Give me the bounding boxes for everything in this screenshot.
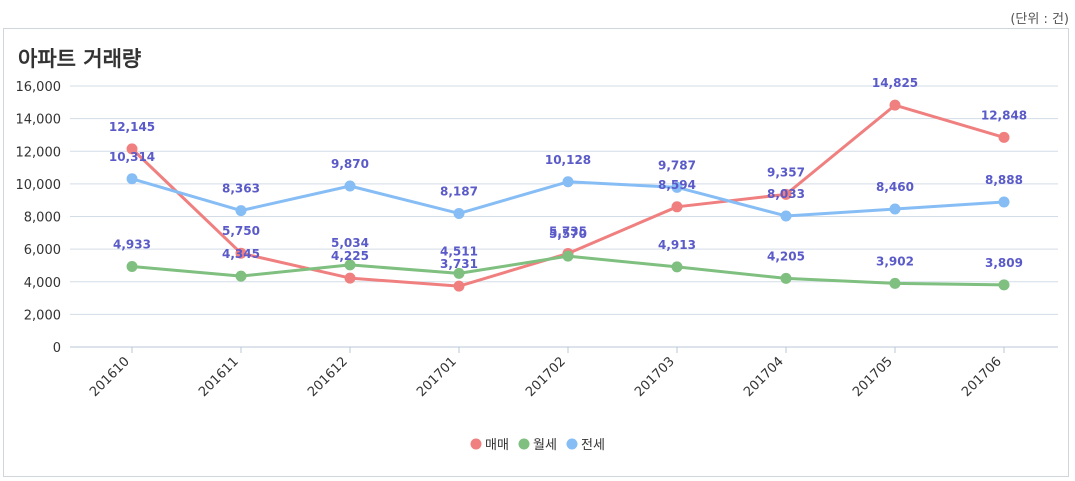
data-point xyxy=(889,203,901,215)
data-label: 5,750 xyxy=(222,224,260,238)
data-label: 5,735 xyxy=(549,224,587,238)
data-point xyxy=(671,181,683,193)
data-point xyxy=(562,250,574,262)
data-label: 10,128 xyxy=(545,153,591,167)
data-labels: 12,145 5,750 4,225 3,731 5,735 8,594 9,357 14,8… xyxy=(109,76,1027,271)
data-point xyxy=(998,131,1010,143)
data-label: 8,888 xyxy=(985,173,1023,187)
legend-label[interactable]: 전세 xyxy=(581,438,605,453)
data-label: 9,357 xyxy=(767,165,805,179)
data-label: 4,511 xyxy=(440,244,478,258)
x-tick-label: 201701 xyxy=(414,354,460,400)
data-label: 12,145 xyxy=(109,120,155,134)
y-tick-label: 12,000 xyxy=(16,145,62,160)
y-axis: 0 2,000 4,000 6,000 8,000 10,000 12,000 14,000 1… xyxy=(16,80,62,356)
x-tick-label: 201703 xyxy=(632,354,678,400)
data-point xyxy=(453,267,465,279)
unit-label: (단위 : 건) xyxy=(1010,12,1069,27)
y-tick-label: 4,000 xyxy=(24,276,61,291)
legend-marker[interactable] xyxy=(470,438,482,450)
legend-marker[interactable] xyxy=(518,438,530,450)
data-label: 4,205 xyxy=(767,249,805,263)
y-tick-label: 16,000 xyxy=(16,80,62,95)
legend-marker[interactable] xyxy=(566,438,578,450)
x-tick-label: 201612 xyxy=(305,354,351,400)
data-label: 4,933 xyxy=(113,238,151,252)
x-axis: 201610 201611 201612 201701 201702 201703 2017… xyxy=(87,347,1005,400)
x-tick-label: 201705 xyxy=(850,354,896,400)
y-tick-label: 10,000 xyxy=(16,178,62,193)
data-point xyxy=(453,280,465,292)
data-point xyxy=(235,270,247,282)
data-point xyxy=(126,261,138,273)
data-point xyxy=(780,272,792,284)
data-point xyxy=(344,272,356,284)
data-point xyxy=(780,188,792,200)
data-label: 12,848 xyxy=(981,108,1027,122)
x-tick-label: 201702 xyxy=(523,354,569,400)
data-label: 10,314 xyxy=(109,150,155,164)
data-point xyxy=(889,99,901,111)
data-point xyxy=(344,259,356,271)
y-tick-label: 8,000 xyxy=(24,211,61,226)
data-point xyxy=(235,247,247,259)
data-point xyxy=(998,279,1010,291)
data-label: 9,870 xyxy=(331,157,369,171)
x-tick-label: 201704 xyxy=(741,354,787,400)
legend-label[interactable]: 매매 xyxy=(485,438,509,453)
y-tick-label: 2,000 xyxy=(24,308,61,323)
data-label: 9,787 xyxy=(658,158,696,172)
data-label: 4,913 xyxy=(658,238,696,252)
data-point xyxy=(126,173,138,185)
data-label: 5,570 xyxy=(549,227,587,241)
data-point xyxy=(780,210,792,222)
data-point xyxy=(126,143,138,155)
data-label: 8,460 xyxy=(876,180,914,194)
y-tick-label: 14,000 xyxy=(16,113,62,128)
data-label: 8,187 xyxy=(440,184,478,198)
y-tick-label: 6,000 xyxy=(24,243,61,258)
data-point xyxy=(671,261,683,273)
grid-lines xyxy=(70,85,1058,348)
chart-title: 아파트 거래량 xyxy=(18,47,142,71)
data-label: 8,033 xyxy=(767,187,805,201)
data-label: 4,225 xyxy=(331,249,369,263)
x-tick-label: 201610 xyxy=(87,354,133,400)
legend-label[interactable]: 월세 xyxy=(533,438,557,453)
data-label: 3,902 xyxy=(876,254,914,268)
data-point xyxy=(671,201,683,213)
data-point xyxy=(344,180,356,192)
data-point xyxy=(889,277,901,289)
y-tick-label: 0 xyxy=(53,341,61,356)
data-label: 8,363 xyxy=(222,182,260,196)
data-label: 5,034 xyxy=(331,236,369,250)
data-point xyxy=(562,176,574,188)
data-label: 4,345 xyxy=(222,247,260,261)
data-label: 3,809 xyxy=(985,256,1023,270)
legend[interactable]: 매매 월세 전세 xyxy=(470,438,605,453)
data-label: 8,594 xyxy=(658,178,696,192)
data-points xyxy=(126,99,1010,292)
x-tick-label: 201706 xyxy=(959,354,1005,400)
data-label: 3,731 xyxy=(440,257,478,271)
x-tick-label: 201611 xyxy=(196,354,242,400)
data-point xyxy=(453,207,465,219)
data-label: 14,825 xyxy=(872,76,918,90)
data-point xyxy=(998,196,1010,208)
data-point xyxy=(235,205,247,217)
